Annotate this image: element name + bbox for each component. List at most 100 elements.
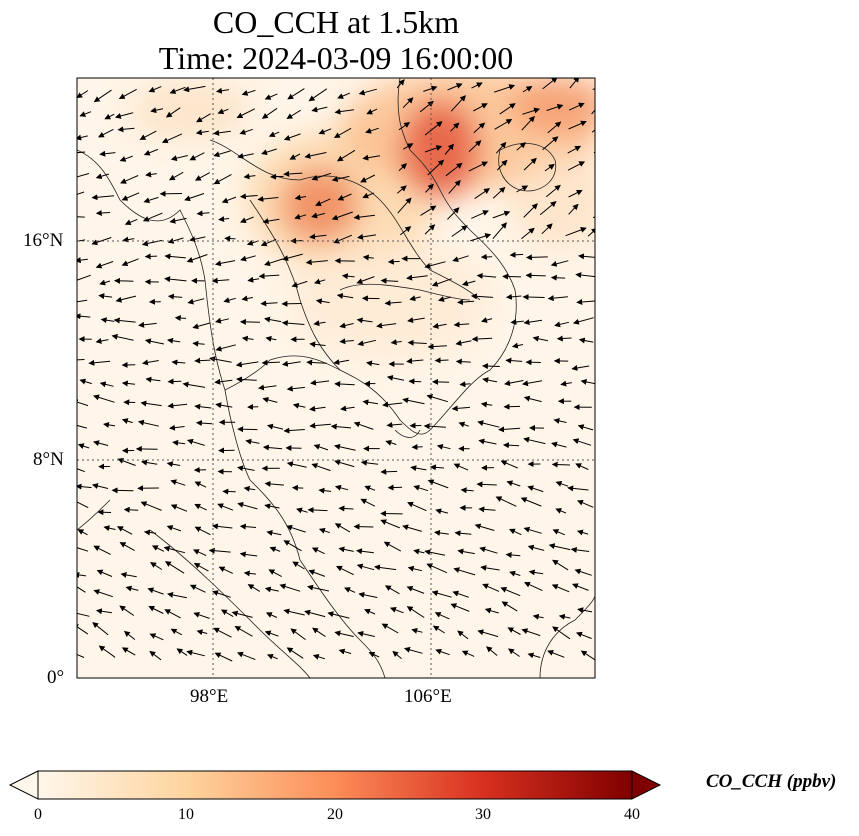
- wind-vector: [552, 559, 569, 571]
- wind-vector: [436, 443, 451, 450]
- wind-vector: [304, 609, 326, 618]
- wind-vector: [77, 134, 88, 141]
- wind-vector: [147, 587, 164, 595]
- wind-vector: [217, 503, 234, 511]
- wind-vector: [214, 378, 233, 385]
- wind-vector: [448, 179, 461, 194]
- wind-vector: [306, 359, 327, 366]
- wind-vector: [117, 458, 136, 466]
- wind-vector: [77, 313, 91, 320]
- wind-vector: [539, 201, 557, 216]
- wind-vector: [331, 175, 350, 182]
- wind-vector: [327, 611, 350, 619]
- wind-vector: [427, 479, 449, 489]
- wind-vector: [213, 627, 232, 638]
- wind-vector: [406, 606, 425, 618]
- wind-vector: [423, 85, 438, 92]
- wind-vector: [482, 583, 500, 592]
- wind-vector: [568, 102, 585, 111]
- wind-vector: [578, 253, 595, 260]
- wind-vector: [494, 118, 513, 130]
- wind-vector: [357, 339, 377, 347]
- wind-vector: [194, 481, 207, 488]
- wind-vector: [444, 143, 454, 155]
- wind-vector: [144, 338, 165, 345]
- wind-vector: [237, 465, 255, 472]
- wind-vector: [241, 295, 253, 302]
- wind-vector: [77, 501, 89, 509]
- wind-vector: [525, 272, 546, 279]
- wind-vector: [119, 155, 133, 162]
- colorbar-extend-min: [8, 770, 39, 800]
- wind-vector: [217, 108, 229, 115]
- wind-vector: [432, 322, 447, 329]
- wind-vector: [262, 397, 278, 403]
- wind-vector: [575, 631, 592, 639]
- wind-vector: [92, 622, 109, 636]
- wind-vector: [594, 196, 595, 197]
- wind-vector: [339, 338, 354, 345]
- wind-vector: [480, 401, 493, 408]
- wind-vector: [264, 316, 282, 323]
- wind-vector: [453, 321, 470, 328]
- wind-vector: [264, 503, 280, 510]
- wind-vector: [356, 563, 375, 571]
- wind-vector: [311, 212, 326, 219]
- wind-vector: [149, 650, 162, 661]
- wind-vector: [434, 612, 450, 620]
- wind-vector: [570, 546, 590, 553]
- wind-vector: [237, 153, 254, 159]
- wind-vector: [481, 363, 500, 370]
- wind-vector: [578, 337, 594, 344]
- wind-vector: [338, 648, 352, 655]
- wind-vector: [516, 142, 527, 151]
- wind-vector: [381, 623, 399, 634]
- wind-vector: [123, 630, 136, 640]
- wind-vector: [143, 148, 159, 156]
- gridlines: [77, 78, 595, 678]
- wind-vector: [452, 590, 470, 598]
- wind-vector: [431, 590, 452, 598]
- wind-vector: [281, 320, 305, 327]
- wind-vector: [211, 523, 233, 530]
- wind-vector: [167, 237, 184, 244]
- wind-vector: [243, 570, 257, 577]
- wind-vector: [139, 130, 157, 140]
- wind-vector: [334, 459, 355, 468]
- wind-vector: [195, 420, 213, 427]
- wind-vector: [268, 569, 282, 578]
- wind-vector: [311, 547, 325, 555]
- wind-vector: [508, 528, 522, 536]
- wind-vector: [471, 335, 493, 342]
- wind-vector: [575, 272, 595, 279]
- wind-vector: [593, 151, 595, 154]
- wind-vector: [118, 88, 137, 99]
- wind-vector: [164, 561, 185, 574]
- wind-vector: [237, 426, 258, 433]
- wind-vector: [482, 377, 498, 384]
- wind-vector: [161, 133, 183, 144]
- wind-vector: [545, 184, 561, 198]
- wind-vector: [492, 186, 506, 199]
- wind-vector: [144, 253, 158, 260]
- wind-vector: [294, 194, 307, 201]
- wind-vector: [165, 107, 181, 118]
- wind-vector: [239, 128, 253, 135]
- wind-vector: [286, 385, 305, 392]
- wind-vector: [308, 569, 326, 577]
- wind-vector: [247, 276, 260, 283]
- wind-vector: [470, 293, 494, 300]
- wind-vector: [374, 564, 397, 571]
- wind-vector: [77, 653, 85, 658]
- wind-vector: [184, 193, 205, 202]
- wind-vector: [553, 418, 567, 424]
- wind-vector: [194, 357, 211, 364]
- wind-vector: [176, 648, 188, 656]
- wind-vector: [407, 565, 423, 572]
- wind-vector: [496, 159, 508, 171]
- wind-vector: [257, 196, 279, 202]
- wind-vector: [360, 498, 376, 507]
- wind-vector: [362, 192, 375, 199]
- wind-vector: [385, 439, 397, 446]
- wind-vector: [307, 507, 328, 514]
